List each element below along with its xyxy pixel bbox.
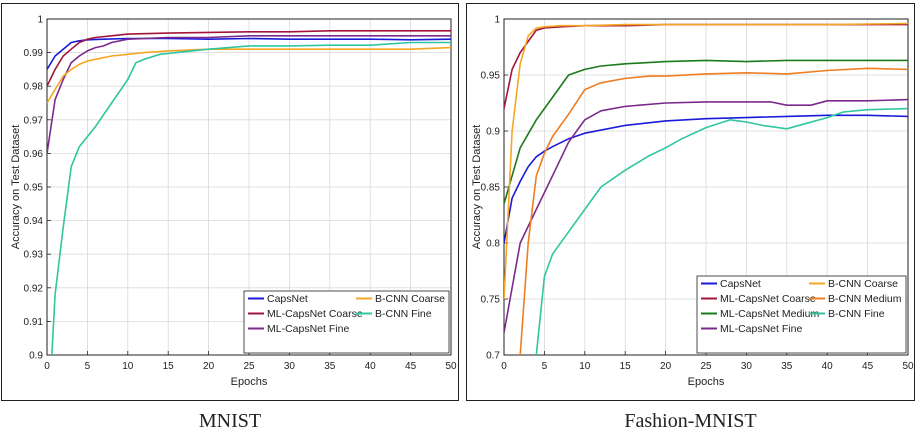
chart1-y-axis-label: Accuracy on Test Dataset (471, 125, 483, 250)
chart0-y-tick-label: 0.95 (24, 183, 44, 194)
chart0-x-tick-label: 45 (405, 361, 417, 372)
mnist-chart: 0 5 10 15 20 25 30 35 40 45 50 0.9 0.91 0.92 0.93 0.94 0… (10, 15, 457, 389)
chart0-y-tick-label: 0.94 (24, 216, 44, 227)
chart0-legend-label-ml-capsnet-fine: ML-CapsNet Fine (267, 323, 349, 335)
chart1-x-tick-label: 15 (620, 361, 632, 372)
chart1-y-tick-label: 1 (494, 15, 500, 26)
chart0-x-tick-label: 5 (85, 361, 91, 372)
chart1-series-b-cnn-fine (535, 107, 908, 355)
chart1-x-tick-label: 45 (862, 361, 874, 372)
chart0-series-ml-capsnet-fine (47, 34, 451, 154)
chart0-x-tick-label: 20 (203, 361, 215, 372)
chart1-series-capsnet (504, 114, 908, 244)
chart0-y-tick-label: 0.93 (24, 250, 44, 261)
chart0-y-tick-label: 0.9 (29, 351, 43, 362)
chart1-series-ml-capsnet-fine (504, 98, 908, 333)
chart1-y-tick-label: 0.85 (481, 183, 501, 194)
chart1-legend (696, 275, 907, 354)
chart0-legend (243, 290, 450, 354)
chart1-x-tick-label: 5 (542, 361, 548, 372)
chart0-x-tick-label: 15 (163, 361, 175, 372)
chart0-x-tick-label: 0 (44, 361, 50, 372)
chart0-legend-label-capsnet: CapsNet (267, 293, 308, 305)
chart1-series-ml-capsnet-medium (504, 59, 908, 205)
chart0-legend-label-b-cnn-fine: B-CNN Fine (375, 308, 432, 320)
chart1-y-tick-label: 0.95 (481, 71, 501, 82)
chart1-legend-label-capsnet: CapsNet (720, 278, 761, 290)
chart0-series-b-cnn-coarse (47, 46, 451, 104)
chart1-legend-label-b-cnn-fine: B-CNN Fine (828, 308, 885, 320)
chart0-y-tick-label: 0.98 (24, 82, 44, 93)
chart1-series-b-cnn-medium (519, 67, 908, 355)
fashion-mnist-chart: 0 5 10 15 20 25 30 35 40 45 50 0.7 0.75 0.8 0.85 0.9 0.9… (471, 15, 914, 389)
chart0-y-tick-label: 0.99 (24, 48, 44, 59)
chart0-x-tick-label: 10 (122, 361, 134, 372)
chart1-x-tick-label: 30 (741, 361, 753, 372)
chart1-x-tick-label: 50 (902, 361, 914, 372)
chart0-x-tick-label: 50 (445, 361, 457, 372)
chart0-x-tick-label: 40 (365, 361, 377, 372)
chart0-y-tick-label: 0.92 (24, 283, 44, 294)
chart0-x-tick-label: 35 (324, 361, 336, 372)
chart0-y-tick-label: 1 (37, 15, 43, 26)
chart0-x-axis-label: Epochs (231, 376, 268, 388)
chart1-x-tick-label: 10 (579, 361, 591, 372)
chart1-x-tick-label: 0 (501, 361, 507, 372)
chart1-legend-label-ml-capsnet-medium: ML-CapsNet Medium (720, 308, 819, 320)
mnist-caption: MNIST (198, 410, 262, 432)
chart0-y-tick-label: 0.97 (24, 115, 44, 126)
chart1-legend-label-b-cnn-coarse: B-CNN Coarse (828, 278, 898, 290)
chart1-y-tick-label: 0.8 (486, 239, 500, 250)
chart1-x-tick-label: 35 (781, 361, 793, 372)
chart1-x-tick-label: 25 (700, 361, 712, 372)
chart0-y-axis-label: Accuracy on Test Dataset (10, 125, 22, 250)
chart1-series-group (504, 22, 908, 355)
chart1-x-tick-label: 20 (660, 361, 672, 372)
chart1-legend-label-ml-capsnet-coarse: ML-CapsNet Coarse (720, 293, 816, 305)
chart1-y-tick-label: 0.9 (486, 127, 500, 138)
chart1-x-tick-label: 40 (822, 361, 834, 372)
chart1-legend-label-ml-capsnet-fine: ML-CapsNet Fine (720, 323, 802, 335)
chart1-y-tick-label: 0.75 (481, 295, 501, 306)
chart1-y-tick-label: 0.7 (486, 351, 500, 362)
chart0-series-b-cnn-fine (51, 41, 451, 355)
chart1-series-b-cnn-coarse (504, 22, 908, 300)
chart0-series-group (47, 29, 451, 355)
fashion-mnist-chart-panel: 0 5 10 15 20 25 30 35 40 45 50 0.7 0.75 0.8 0.85 0.9 0.9… (466, 3, 915, 401)
chart0-y-tick-label: 0.96 (24, 149, 44, 160)
chart0-series-ml-capsnet-coarse (47, 29, 451, 87)
mnist-chart-panel: 0 5 10 15 20 25 30 35 40 45 50 0.9 0.91 0.92 0.93 0.94 0… (1, 3, 459, 401)
chart0-legend-label-ml-capsnet-coarse: ML-CapsNet Coarse (267, 308, 363, 320)
chart0-legend-label-b-cnn-coarse: B-CNN Coarse (375, 293, 445, 305)
chart0-x-tick-label: 25 (243, 361, 255, 372)
chart0-x-tick-label: 30 (284, 361, 296, 372)
chart1-x-axis-label: Epochs (688, 376, 725, 388)
fashion-mnist-caption: Fashion-MNIST (624, 410, 757, 432)
chart1-legend-label-b-cnn-medium: B-CNN Medium (828, 293, 902, 305)
chart0-y-tick-label: 0.91 (24, 317, 44, 328)
